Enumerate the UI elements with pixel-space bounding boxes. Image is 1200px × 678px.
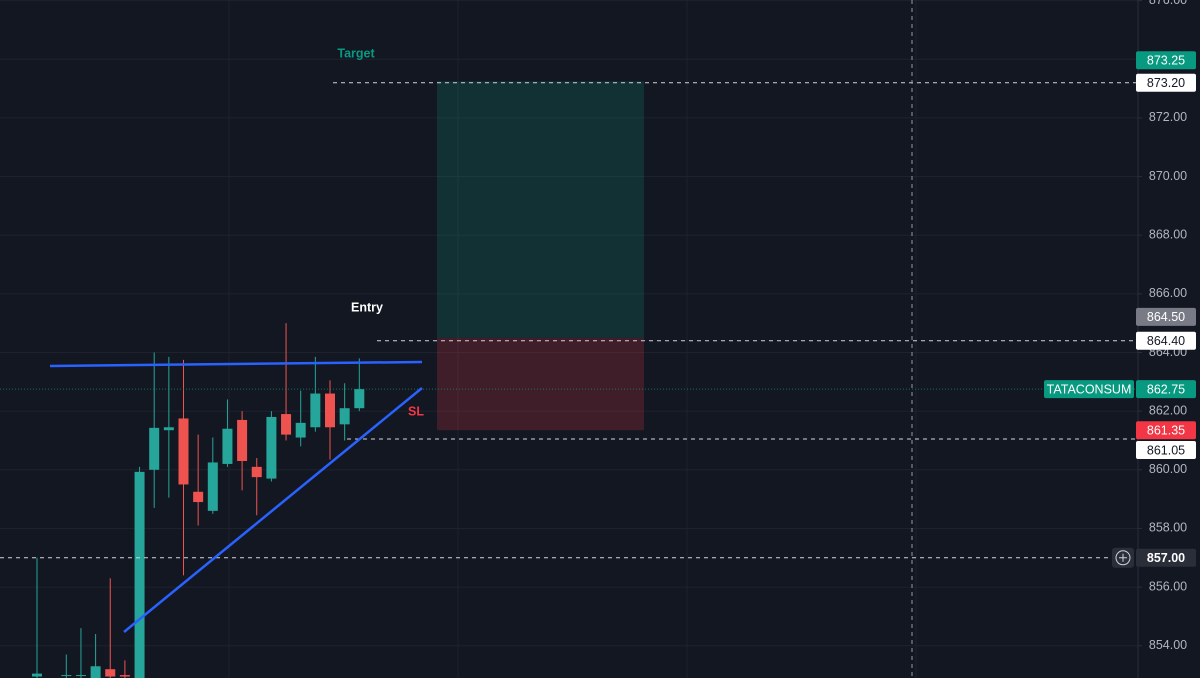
y-tick-label: 862.00 [1149, 403, 1187, 417]
candle-body [281, 414, 292, 435]
price-label: 873.25 [1147, 54, 1185, 68]
price-label-box [1136, 380, 1196, 399]
price-label-box [1136, 421, 1196, 440]
candle-body [266, 417, 277, 479]
candle-body [163, 427, 174, 431]
candle-body [207, 462, 218, 511]
candle-body [32, 673, 42, 677]
price-label: 864.40 [1147, 334, 1185, 348]
price-label: 862.75 [1147, 382, 1185, 396]
price-label-box [1136, 331, 1196, 350]
candle-body [237, 419, 248, 461]
y-tick-label: 868.00 [1149, 227, 1187, 241]
plus-icon [1119, 553, 1127, 562]
drawings: Target Entry SL [49, 0, 913, 678]
price-label-box [1136, 307, 1196, 326]
price-label-box [1136, 440, 1196, 459]
candle-body [193, 491, 204, 503]
plot-area [0, 0, 1138, 678]
candle-body [105, 669, 116, 677]
candle-body [222, 428, 233, 464]
target-label: Target [337, 46, 375, 60]
plus-icon [1115, 550, 1131, 566]
y-tick-label: 858.00 [1149, 521, 1187, 535]
candle-body [178, 418, 189, 485]
symbol-box [1044, 380, 1134, 399]
y-tick-label: 866.00 [1149, 286, 1187, 300]
price-label: 873.20 [1147, 76, 1185, 90]
y-tick-label: 860.00 [1149, 462, 1187, 476]
candle-body [61, 675, 72, 677]
candle-body [119, 675, 130, 677]
candle-body [75, 675, 86, 677]
candle-body [354, 389, 365, 409]
price-label: 864.50 [1147, 310, 1185, 324]
y-tick-label: 854.00 [1149, 638, 1187, 652]
candle-body [90, 666, 101, 678]
target-zone [437, 81, 644, 338]
y-tick-label: 870.00 [1149, 169, 1187, 183]
price-label: 861.35 [1147, 423, 1185, 437]
candle-body [149, 427, 160, 470]
price-label-box [1136, 548, 1196, 567]
candle-body [251, 466, 262, 478]
candle-body [310, 393, 321, 428]
candle-body [134, 471, 145, 678]
price-label: 857.00 [1147, 551, 1185, 565]
price-label: 861.05 [1147, 443, 1185, 457]
resistance-line [49, 360, 423, 368]
trend-line [123, 387, 423, 633]
y-tick-label: 872.00 [1149, 110, 1187, 124]
y-tick-label: 876.00 [1149, 0, 1187, 7]
candle-body [295, 422, 306, 438]
candle-body [339, 408, 350, 425]
grid [228, 0, 917, 678]
price-label-box [1136, 73, 1196, 92]
entry-label: Entry [351, 300, 383, 314]
price-axis: 854.00856.00858.00860.00862.00864.00866.… [1044, 0, 1196, 652]
y-tick-label: 856.00 [1149, 579, 1187, 593]
stop-zone [437, 337, 644, 431]
sl-label: SL [408, 404, 424, 418]
symbol-label: TATACONSUM [1047, 382, 1132, 396]
candle-body [325, 393, 335, 428]
price-label-box [1136, 51, 1196, 70]
